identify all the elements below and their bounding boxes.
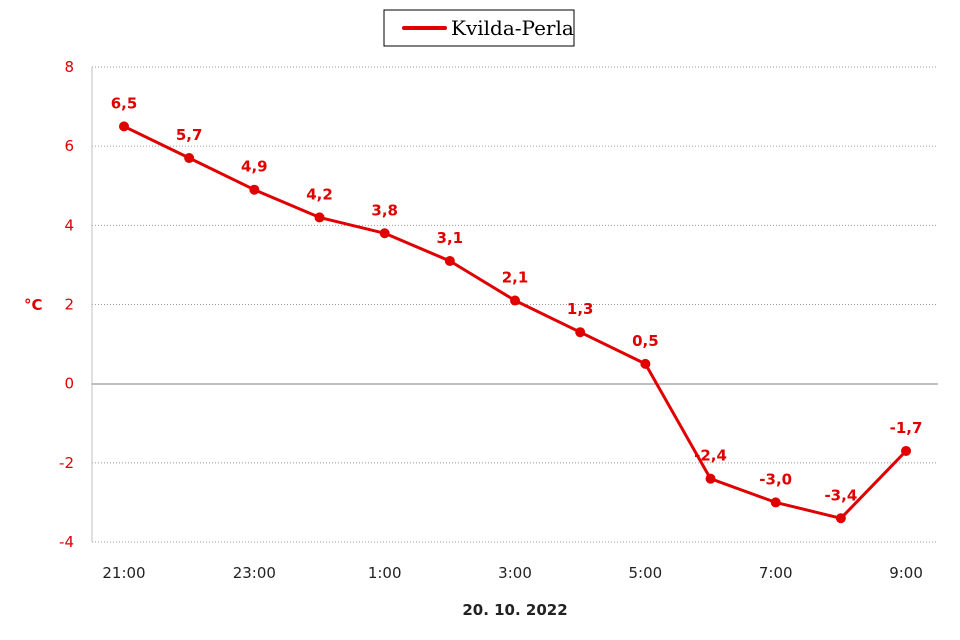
- y-tick-label: 8: [64, 58, 74, 76]
- y-axis-ticks: -4 -2 0 2 4 6 8: [59, 58, 74, 551]
- plot-area: -4 -2 0 2 4 6 8 21:00 23:00 1:00 3:00 5:00 7:00 9:00…: [59, 58, 938, 582]
- data-label: -3,4: [824, 486, 857, 504]
- x-tick-label: 3:00: [498, 564, 532, 582]
- legend-entry-kvilda-perla: Kvilda-Perla: [451, 16, 574, 40]
- data-label: 2,1: [502, 269, 529, 287]
- data-label: 3,1: [437, 229, 464, 247]
- x-tick-label: 7:00: [759, 564, 793, 582]
- grid-lines: [92, 66, 938, 543]
- data-label: -2,4: [694, 447, 727, 465]
- data-point: [314, 212, 325, 223]
- x-tick-label: 5:00: [629, 564, 663, 582]
- data-point: [575, 327, 586, 338]
- data-point: [510, 295, 521, 306]
- data-point: [901, 445, 912, 456]
- x-axis-title: 20. 10. 2022: [462, 601, 567, 619]
- y-axis-title: °C: [24, 296, 43, 314]
- data-label: 5,7: [176, 126, 203, 144]
- legend: Kvilda-Perla: [383, 9, 575, 47]
- series-points: [119, 121, 912, 524]
- data-point: [770, 497, 781, 508]
- data-label: 4,2: [306, 185, 333, 203]
- y-tick-label: 2: [64, 296, 74, 314]
- data-point: [379, 228, 390, 239]
- x-axis-ticks: 21:00 23:00 1:00 3:00 5:00 7:00 9:00: [102, 564, 923, 582]
- data-point: [444, 255, 455, 266]
- x-tick-label: 9:00: [889, 564, 923, 582]
- data-labels: 6,5 5,7 4,9 4,2 3,8 3,1 2,1 1,3 0,5 -2,4 -3,0 -3,4 -…: [111, 94, 923, 504]
- data-point: [835, 513, 846, 524]
- data-label: 3,8: [371, 201, 398, 219]
- x-tick-label: 21:00: [102, 564, 145, 582]
- data-point: [184, 153, 195, 164]
- x-tick-label: 1:00: [368, 564, 402, 582]
- data-label: 4,9: [241, 158, 268, 176]
- y-tick-label: -2: [59, 454, 74, 472]
- data-label: 1,3: [567, 300, 594, 318]
- data-point: [705, 473, 716, 484]
- data-point: [640, 358, 651, 369]
- data-point: [119, 121, 129, 132]
- data-label: 0,5: [632, 332, 659, 350]
- data-label: -1,7: [890, 419, 923, 437]
- x-tick-label: 23:00: [233, 564, 276, 582]
- data-point: [249, 184, 260, 195]
- data-label: 6,5: [111, 94, 138, 112]
- y-tick-label: 0: [64, 375, 74, 393]
- data-label: -3,0: [759, 470, 792, 488]
- y-tick-label: -4: [59, 533, 74, 551]
- y-tick-label: 6: [64, 137, 74, 155]
- y-tick-label: 4: [64, 216, 74, 234]
